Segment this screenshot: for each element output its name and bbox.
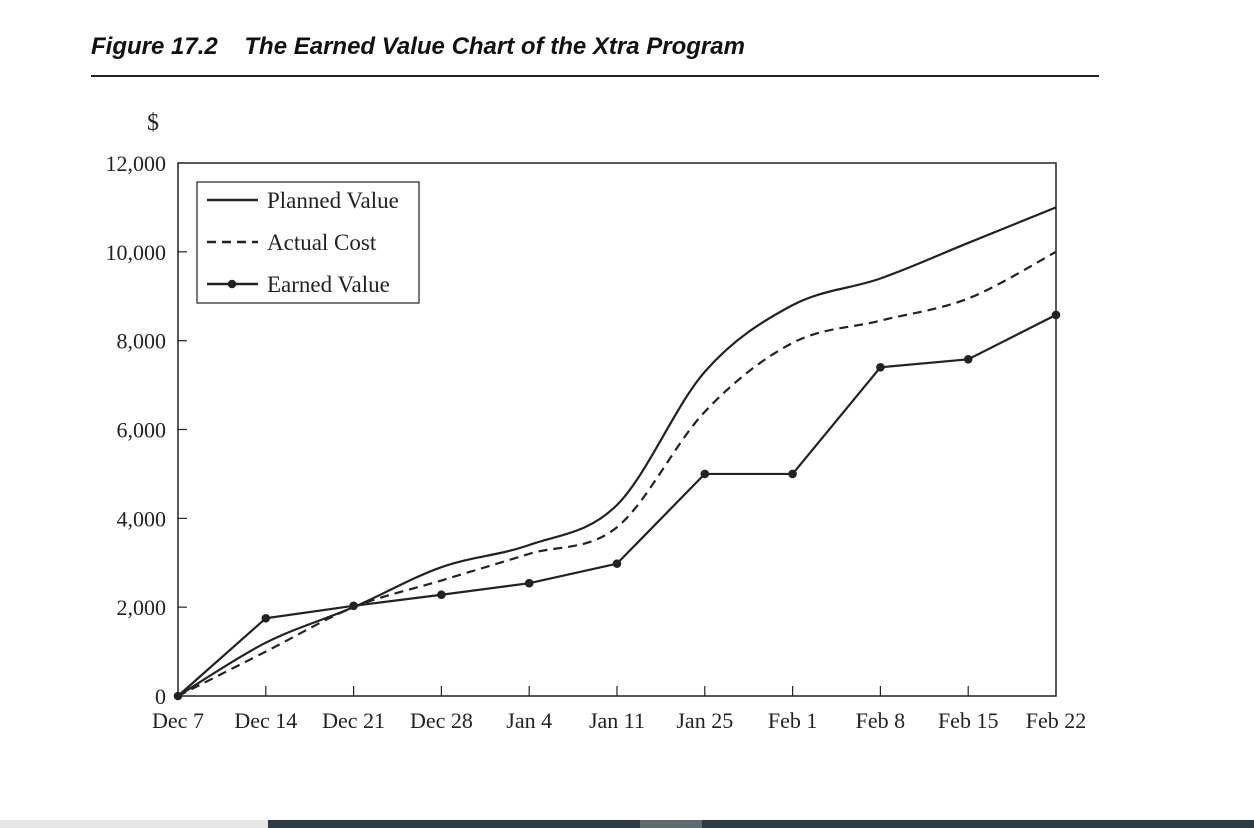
y-tick-label: 10,000 (106, 240, 167, 265)
series-earned-value-point (1051, 310, 1061, 320)
x-tick-label: Dec 7 (152, 708, 204, 733)
bottom-scrollbar[interactable] (0, 820, 1254, 828)
x-tick-label: Jan 25 (676, 708, 733, 733)
y-axis-label: $ (147, 110, 159, 136)
figure-number: Figure 17.2 (91, 33, 218, 60)
series-earned-value-point (876, 363, 885, 372)
series-earned-value-point (963, 355, 973, 364)
series-earned-value-point (437, 590, 446, 600)
y-axis: 0 2,000 4,000 6,000 8,000 10,000 12,000 (106, 151, 187, 709)
legend-label-planned-value: Planned Value (267, 188, 399, 213)
x-tick-label: Dec 28 (410, 708, 473, 733)
series-earned-value-point (173, 691, 183, 701)
x-tick-label: Feb 8 (856, 708, 906, 733)
legend-marker-earned-value (227, 279, 237, 289)
series-earned-value-point (612, 559, 622, 568)
legend-label-earned-value: Earned Value (267, 272, 390, 297)
x-tick-label: Dec 14 (234, 708, 297, 733)
series-earned-value-point (524, 578, 534, 588)
y-tick-label: 2,000 (117, 595, 167, 620)
x-tick-label: Jan 11 (589, 708, 645, 733)
title-divider (91, 75, 1099, 77)
x-tick-label: Feb 22 (1026, 708, 1087, 733)
x-axis: Dec 7 Dec 14 Dec 21 Dec 28 Jan 4 Jan 11 Jan 25… (152, 686, 1086, 733)
y-tick-label: 0 (155, 684, 166, 709)
x-tick-label: Feb 1 (768, 708, 818, 733)
y-tick-label: 4,000 (117, 506, 167, 531)
x-tick-label: Dec 21 (322, 708, 385, 733)
series-earned-value-point (700, 469, 710, 479)
series-layer (173, 206, 1061, 701)
series-planned-value-line (177, 206, 1057, 697)
x-tick-label: Jan 4 (506, 708, 552, 733)
series-earned-value-point (349, 601, 358, 611)
y-tick-label: 8,000 (117, 329, 167, 354)
legend: Planned Value Actual Cost Earned Value (196, 181, 420, 304)
y-tick-label: 6,000 (117, 418, 167, 443)
y-tick-label: 12,000 (106, 151, 167, 176)
figure-caption: The Earned Value Chart of the Xtra Progr… (244, 33, 745, 60)
legend-label-actual-cost: Actual Cost (267, 230, 377, 255)
figure-title: Figure 17.2 The Earned Value Chart of th… (91, 33, 745, 61)
series-earned-value-point (788, 469, 797, 479)
x-tick-label: Feb 15 (938, 708, 999, 733)
series-earned-value-point (261, 613, 271, 623)
series-actual-cost-line (177, 250, 1057, 697)
